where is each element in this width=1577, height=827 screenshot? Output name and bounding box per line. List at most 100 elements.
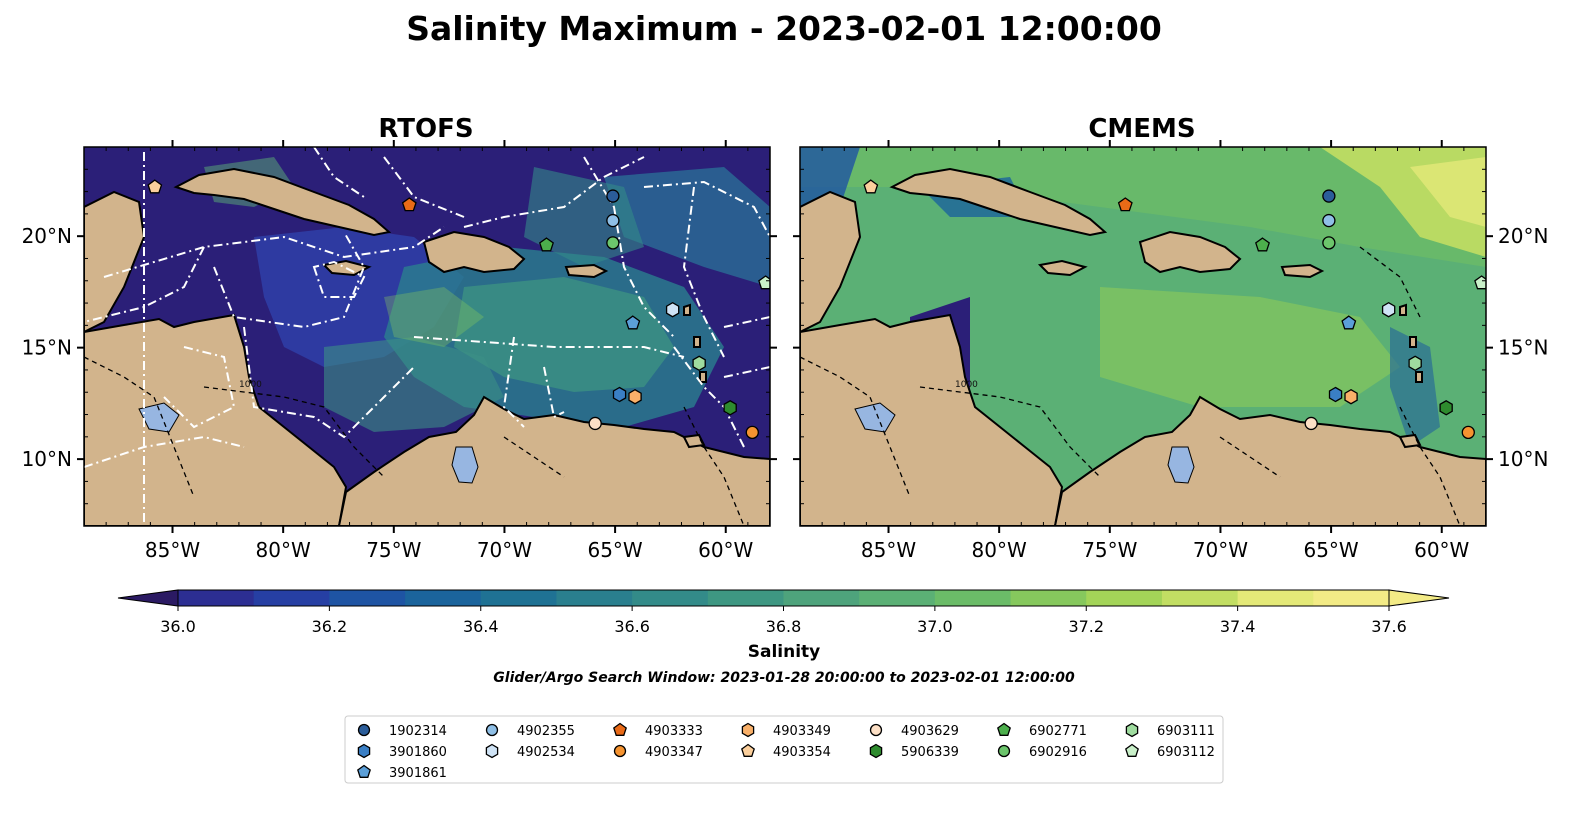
colorbar-tick-label: 36.0 [160,617,196,636]
legend-marker-4903333 [613,722,627,736]
float-marker-4903347 [1461,425,1475,440]
x-tick-label: 75°W [1082,538,1137,562]
float-markers-rtofs [147,179,770,440]
float-marker-6903112 [1474,275,1486,290]
colorbar-segment [405,590,482,606]
float-marker-3901861 [1341,315,1357,330]
float-marker-6902916 [1322,236,1336,250]
legend-marker-4902355 [485,723,499,737]
x-tick-label: 60°W [698,538,753,562]
float-marker-4903354 [863,179,879,194]
legend-label: 6902771 [1029,724,1087,739]
float-marker-5906339 [1439,400,1453,416]
colorbar-segment [707,590,784,606]
colorbar-tick-label: 37.0 [917,617,953,636]
colorbar-segment [1313,590,1390,606]
search-window-text: Glider/Argo Search Window: 2023-01-28 20… [493,670,1075,686]
colorbar-segment [178,590,255,606]
float-marker-6903111 [692,355,706,372]
legend-marker-6902916 [997,744,1011,758]
legend-label: 6902916 [1029,745,1087,760]
float-marker-1902314 [606,189,620,203]
legend-marker-1902314 [357,723,371,737]
legend-label: 4903347 [645,745,703,760]
colorbar-tick-label: 36.4 [463,617,499,636]
rtofs-panel: RTOFS [22,114,777,562]
legend: 1902314 3901860 3901861 4902355 4902534 49033… [357,722,1215,781]
legend-marker-5906339 [869,743,883,759]
float-marker-6902771 [1255,237,1270,252]
cmems-panel: CMEMS [793,114,1548,562]
colorbar-segment [859,590,936,606]
colorbar: 36.0 36.2 36.4 36.6 36.8 37.0 37.2 37.4 37.6 [117,589,1450,636]
x-tick-label: 70°W [477,538,532,562]
legend-label: 4903333 [645,724,703,739]
legend-marker-4903349 [741,722,755,738]
colorbar-segment [480,590,557,606]
legend-label: 4903354 [773,745,831,760]
legend-marker-3901861 [357,764,371,778]
cmems-map-frame [799,146,1487,527]
colorbar-tick-label: 36.6 [614,617,650,636]
x-tick-label: 65°W [1303,538,1358,562]
float-marker-3901860 [612,386,627,403]
float-marker-3901860 [1328,386,1343,403]
x-tick-label: 80°W [972,538,1027,562]
float-marker-3901861 [625,315,641,330]
float-marker-4903629 [1304,416,1318,431]
legend-marker-6903111 [1125,722,1139,738]
y-tick-label: 15°N [1498,336,1548,360]
legend-label: 4903629 [901,724,959,739]
legend-marker-6903112 [1125,743,1139,757]
legend-label: 3901860 [389,745,447,760]
colorbar-segment [783,590,860,606]
float-marker-4903349 [628,388,642,405]
colorbar-tick-label: 37.6 [1371,617,1407,636]
float-marker-4903347 [745,425,759,440]
float-marker-4902355 [606,213,620,228]
float-markers-cmems [863,179,1486,440]
x-tick-label: 85°W [861,538,916,562]
colorbar-segment [329,590,406,606]
cmems-axis-ticks: 85°W 80°W 75°W 70°W 65°W 60°W 20°N 15°N 10°N [793,140,1548,562]
float-marker-6902916 [606,236,620,250]
legend-label: 6903111 [1157,724,1215,739]
bathymetry-contour [84,356,745,526]
colorbar-segment [934,590,1012,606]
float-marker-4902355 [1322,213,1336,228]
float-marker-6902771 [539,237,554,252]
float-marker-4902534 [665,301,680,318]
float-marker-5906339 [723,400,737,416]
bathymetry-contour [800,246,1461,526]
rtofs-map-frame [83,146,771,527]
float-marker-4902534 [1381,301,1396,318]
x-tick-label: 70°W [1193,538,1248,562]
legend-label: 1902314 [389,724,447,739]
float-marker-6903112 [758,275,770,290]
colorbar-extend-low [117,589,179,607]
legend-label: 4903349 [773,724,831,739]
colorbar-tick-label: 37.2 [1068,617,1104,636]
y-tick-label: 10°N [22,447,72,471]
legend-marker-3901860 [357,743,371,759]
legend-marker-4903629 [869,723,883,737]
colorbar-extend-high [1388,589,1450,607]
eez-boundaries [84,147,770,526]
y-tick-label: 15°N [22,336,72,360]
legend-label: 5906339 [901,745,959,760]
legend-marker-4902534 [485,743,499,759]
figure-title: Salinity Maximum - 2023-02-01 12:00:00 [406,9,1162,48]
colorbar-segment [1086,590,1163,606]
float-marker-4903333 [401,197,417,212]
x-tick-label: 85°W [145,538,200,562]
colorbar-segment [1161,590,1239,606]
colorbar-tick-label: 36.8 [766,617,802,636]
legend-label: 4902355 [517,724,575,739]
colorbar-segment [253,590,330,606]
colorbar-tick-label: 36.2 [312,617,348,636]
y-tick-label: 20°N [22,224,72,248]
legend-marker-6902771 [997,722,1011,736]
legend-label: 4902534 [517,745,575,760]
float-marker-4903629 [588,416,602,431]
